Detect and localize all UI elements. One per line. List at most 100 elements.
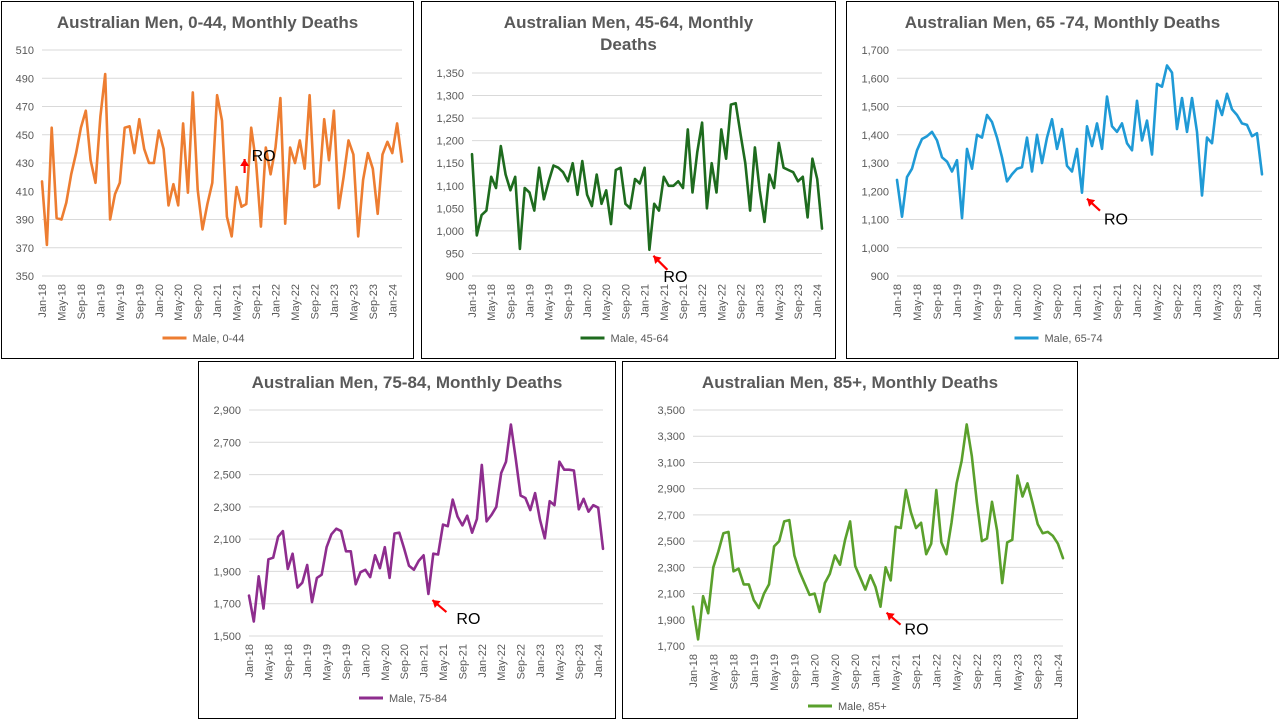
x-tick-label: Jan-19: [952, 284, 964, 318]
x-tick-label: Jan-22: [931, 654, 943, 688]
chart-men-45-64: Australian Men, 45-64, Monthly Deaths 900 9…: [436, 13, 824, 345]
x-tick-label: Jan-23: [535, 644, 547, 678]
x-tick-label: Sep-18: [729, 654, 741, 689]
x-tick-label: Jan-23: [329, 284, 341, 318]
y-tick-label: 1,100: [436, 181, 464, 193]
y-tick-label: 1,900: [213, 566, 241, 578]
y-tick-label: 2,900: [657, 484, 685, 496]
legend: Male, 45-64: [580, 333, 669, 345]
x-tick-label: Sep-21: [251, 284, 263, 319]
y-tick-label: 350: [16, 271, 34, 283]
y-tick-label: 1,050: [436, 203, 464, 215]
x-tick-label: May-22: [290, 284, 302, 321]
chart-title: Australian Men, 65 -74, Monthly Deaths: [905, 13, 1221, 32]
chart-panel-men-85-plus: Australian Men, 85+, Monthly Deaths 1,700…: [622, 361, 1078, 719]
series-line: [247, 423, 605, 623]
chart-panel-men-75-84: Australian Men, 75-84, Monthly Deaths 1,5…: [198, 361, 616, 719]
chart-men-0-44: Australian Men, 0-44, Monthly Deaths 350 3…: [16, 13, 404, 345]
x-tick-label: Sep-21: [457, 644, 469, 679]
x-tick-label: Sep-22: [972, 654, 984, 689]
x-tick-label: Sep-22: [1172, 284, 1184, 319]
y-tick-label: 1,200: [436, 136, 464, 148]
x-tick-label: May-23: [554, 644, 566, 681]
chart-men-85-plus: Australian Men, 85+, Monthly Deaths 1,700…: [657, 373, 1065, 713]
legend-label: Male, 65-74: [1045, 333, 1103, 345]
legend-label: Male, 45-64: [611, 333, 669, 345]
ro-annotation-label: RO: [663, 269, 687, 286]
legend-label: Male, 75-84: [389, 693, 447, 705]
y-tick-label: 370: [16, 243, 34, 255]
series-line: [470, 101, 824, 252]
chart-title: Australian Men, 75-84, Monthly Deaths: [252, 373, 563, 392]
y-tick-label: 2,300: [213, 502, 241, 514]
ro-annotation-label: RO: [252, 148, 276, 165]
y-tick-label: 2,700: [657, 510, 685, 522]
y-tick-label: 490: [16, 73, 34, 85]
y-tick-label: 950: [446, 248, 464, 260]
x-tick-label: Jan-21: [870, 654, 882, 688]
chart-title: Australian Men, 45-64, Monthly: [504, 13, 754, 32]
series-line: [895, 64, 1264, 220]
x-tick-label: Jan-23: [1192, 284, 1204, 318]
y-tick-label: 430: [16, 158, 34, 170]
ro-annotation-arrow: [1086, 197, 1101, 212]
x-tick-label: Jan-22: [477, 644, 489, 678]
x-tick-label: Jan-20: [582, 284, 594, 318]
x-tick-label: Jan-19: [525, 284, 537, 318]
x-tick-label: Jan-24: [812, 284, 824, 318]
x-tick-label: May-19: [115, 284, 127, 321]
y-tick-label: 1,300: [436, 91, 464, 103]
x-tick-label: May-21: [659, 284, 671, 321]
x-tick-label: May-18: [263, 644, 275, 681]
x-tick-label: Jan-18: [244, 644, 256, 678]
y-tick-label: 3,500: [657, 405, 685, 417]
x-tick-label: May-18: [912, 284, 924, 321]
y-tick-label: 2,500: [657, 536, 685, 548]
x-tick-label: Jan-23: [992, 654, 1004, 688]
x-tick-label: May-21: [1092, 284, 1104, 321]
y-tick-label: 3,100: [657, 457, 685, 469]
x-tick-label: Jan-19: [302, 644, 314, 678]
chart-panel-men-0-44: Australian Men, 0-44, Monthly Deaths 350 3…: [1, 1, 414, 359]
legend-label: Male, 0-44: [193, 333, 245, 345]
x-tick-label: Jan-19: [95, 284, 107, 318]
x-tick-label: Sep-21: [678, 284, 690, 319]
x-tick-label: Jan-24: [1053, 654, 1065, 688]
x-tick-label: Jan-18: [688, 654, 700, 688]
y-tick-label: 2,100: [213, 534, 241, 546]
y-tick-label: 900: [871, 271, 889, 283]
y-tick-label: 470: [16, 102, 34, 114]
legend-label: Male, 85+: [838, 701, 887, 713]
x-tick-label: May-23: [774, 284, 786, 321]
y-tick-label: 1,000: [436, 226, 464, 238]
x-tick-label: Sep-21: [911, 654, 923, 689]
x-tick-label: May-21: [891, 654, 903, 691]
x-tick-label: Sep-18: [283, 644, 295, 679]
x-tick-label: Jan-21: [640, 284, 652, 318]
y-tick-label: 1,500: [213, 631, 241, 643]
x-tick-label: May-22: [496, 644, 508, 681]
x-tick-label: Sep-18: [932, 284, 944, 319]
x-tick-label: Jan-22: [1132, 284, 1144, 318]
y-tick-label: 1,600: [861, 73, 889, 85]
x-tick-label: May-18: [708, 654, 720, 691]
y-tick-label: 1,200: [861, 186, 889, 198]
x-tick-label: Jan-22: [697, 284, 709, 318]
x-tick-label: Sep-19: [134, 284, 146, 319]
chart-title: Australian Men, 0-44, Monthly Deaths: [57, 13, 358, 32]
chart-panel-men-45-64: Australian Men, 45-64, Monthly Deaths 900 9…: [421, 1, 836, 359]
legend: Male, 65-74: [1014, 333, 1103, 345]
y-tick-label: 2,900: [213, 405, 241, 417]
y-tick-label: 450: [16, 130, 34, 142]
y-tick-label: 1,300: [861, 158, 889, 170]
y-tick-label: 1,700: [657, 641, 685, 653]
x-tick-label: Sep-20: [620, 284, 632, 319]
y-tick-label: 900: [446, 271, 464, 283]
x-tick-label: May-19: [544, 284, 556, 321]
y-tick-label: 1,000: [861, 243, 889, 255]
ro-annotation-label: RO: [456, 611, 480, 628]
ro-annotation-arrow: [885, 611, 902, 626]
x-tick-label: Jan-21: [1072, 284, 1084, 318]
y-tick-label: 1,400: [861, 130, 889, 142]
x-tick-label: May-21: [438, 644, 450, 681]
